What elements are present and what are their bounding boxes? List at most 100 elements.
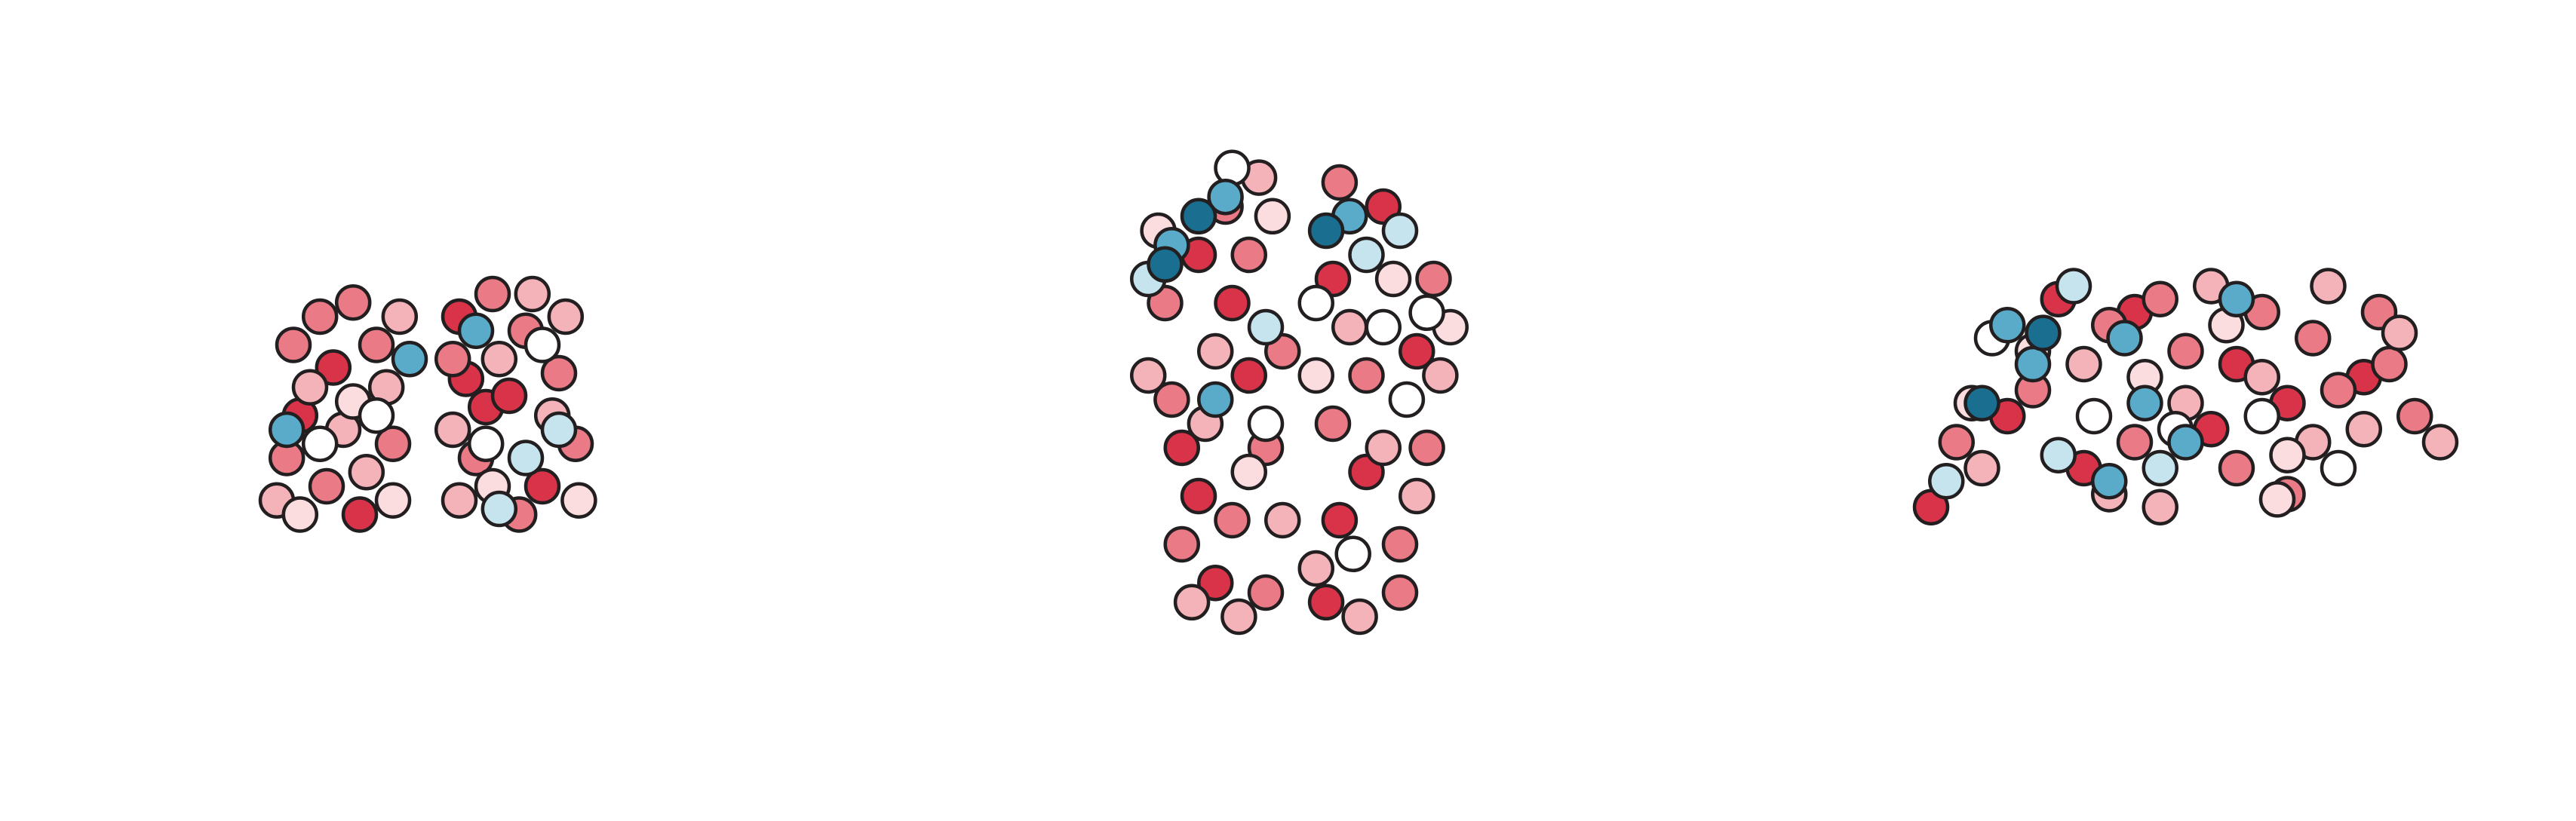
node	[514, 275, 551, 313]
node	[1307, 212, 1345, 250]
node	[1254, 198, 1291, 235]
node	[1130, 357, 1167, 394]
node	[275, 326, 312, 363]
node	[2040, 437, 2077, 473]
node	[1408, 294, 1445, 332]
node	[1399, 477, 1435, 515]
node	[358, 326, 395, 363]
node	[1381, 525, 1419, 563]
node	[523, 326, 561, 363]
node	[1247, 308, 1285, 346]
node	[540, 411, 578, 449]
node	[1422, 357, 1459, 394]
node	[1963, 384, 2000, 421]
node	[1963, 449, 2000, 487]
node	[2258, 481, 2296, 518]
node	[560, 482, 597, 519]
node	[334, 284, 372, 321]
node	[1408, 429, 1445, 467]
node	[2371, 345, 2408, 383]
node	[2320, 449, 2357, 487]
node	[2142, 280, 2178, 317]
node	[1197, 332, 1234, 370]
node	[1173, 584, 1211, 621]
node	[1321, 501, 1359, 539]
node	[1207, 178, 1244, 216]
node	[2320, 372, 2357, 409]
node	[2167, 332, 2204, 369]
node	[291, 369, 329, 406]
node	[1153, 381, 1190, 418]
node	[1264, 501, 1301, 539]
node	[2014, 345, 2052, 383]
node	[1247, 405, 1285, 443]
node	[2269, 437, 2306, 473]
node	[1348, 236, 1385, 274]
node	[441, 482, 478, 519]
node	[2421, 424, 2459, 461]
node	[1230, 357, 1267, 394]
node	[2142, 449, 2178, 487]
node	[2167, 424, 2204, 461]
node	[1989, 307, 2026, 344]
node	[1928, 463, 1965, 500]
node	[2381, 314, 2418, 351]
node	[1163, 525, 1200, 563]
node	[1214, 284, 1251, 322]
node	[348, 454, 385, 491]
node	[1230, 236, 1267, 274]
node	[2243, 397, 2280, 435]
node	[2142, 489, 2178, 525]
node	[1365, 308, 1402, 346]
node	[2025, 314, 2062, 351]
node	[523, 467, 561, 505]
node	[1341, 598, 1378, 636]
node	[2396, 397, 2433, 435]
node	[2295, 320, 2332, 357]
node	[1348, 357, 1385, 394]
node	[1307, 584, 1345, 621]
node	[457, 312, 495, 349]
node	[1247, 574, 1285, 611]
node	[1214, 501, 1251, 539]
node	[1297, 550, 1334, 587]
node	[2126, 384, 2163, 421]
node	[1230, 453, 1267, 491]
node	[2091, 463, 2128, 500]
node	[1180, 198, 1217, 235]
node	[1399, 332, 1435, 370]
node	[1297, 357, 1334, 394]
node	[391, 341, 428, 378]
node	[281, 496, 319, 533]
node	[2075, 397, 2113, 435]
node	[2218, 280, 2255, 317]
node	[1197, 564, 1234, 602]
node	[2106, 320, 2143, 357]
node	[1381, 212, 1419, 250]
node	[374, 482, 412, 519]
node	[2218, 449, 2255, 487]
node	[1220, 598, 1257, 636]
node	[1365, 429, 1402, 467]
node	[2065, 345, 2102, 383]
node	[301, 298, 339, 335]
node	[481, 341, 518, 378]
node	[1938, 424, 1975, 461]
node	[547, 298, 585, 335]
node	[301, 425, 339, 462]
node	[1381, 574, 1419, 611]
node	[315, 349, 352, 386]
node	[1334, 535, 1371, 573]
node	[1297, 284, 1334, 322]
node	[1374, 260, 1412, 298]
node	[507, 440, 545, 476]
node	[1321, 164, 1359, 201]
node	[1314, 405, 1352, 443]
node	[1331, 308, 1368, 346]
node	[434, 341, 471, 378]
node	[1415, 260, 1452, 298]
node	[467, 425, 505, 462]
node	[1180, 477, 1217, 515]
node	[2345, 411, 2382, 448]
